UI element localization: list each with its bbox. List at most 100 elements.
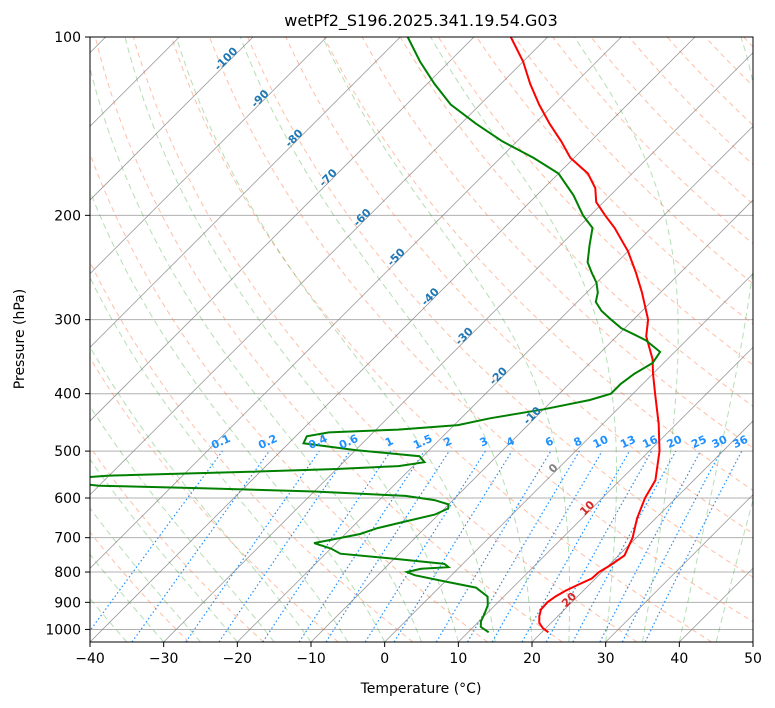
isotherms <box>90 37 753 642</box>
dry-adiabat <box>247 37 753 578</box>
isotherm-label: -50 <box>385 245 408 268</box>
moist-adiabat <box>430 37 617 642</box>
isotherm-line <box>90 37 548 496</box>
isotherm-label: -100 <box>212 44 241 73</box>
mixing-ratio-label: 16 <box>640 433 660 451</box>
axes: −40 −30 −20 −10 0 10 20 30 40 50 100 200 300 400 500 60… <box>45 30 762 667</box>
y-tick-label: 600 <box>54 491 81 507</box>
mixing-ratio-line <box>185 450 320 642</box>
mixing-ratio-line <box>572 450 677 642</box>
y-tick-label: 300 <box>54 313 81 329</box>
moist-adiabat <box>678 37 753 642</box>
dry-adiabat <box>399 37 753 407</box>
mixing-ratio-lines <box>90 450 743 642</box>
plot-frame <box>89 36 754 643</box>
isotherm-label: 30 <box>565 657 585 677</box>
moist-adiabat <box>90 65 422 642</box>
isotherm-label: -20 <box>487 364 510 387</box>
chart-title: wetPf2_S196.2025.341.19.54.G03 <box>284 11 558 31</box>
y-tick-label: 400 <box>54 387 81 403</box>
dry-adiabat <box>90 446 264 642</box>
isotherm-line <box>310 199 753 642</box>
isotherm-line <box>90 37 622 569</box>
mixing-ratio-line <box>644 450 743 642</box>
isotherm-label: -40 <box>419 285 442 308</box>
moist-adiabat <box>90 458 238 642</box>
mixing-ratio-label: 2 <box>442 434 454 449</box>
mixing-ratio-line <box>599 450 702 642</box>
moist-adiabat <box>90 507 201 642</box>
mixing-ratio-label: 36 <box>731 433 751 451</box>
isotherm-label: -30 <box>453 325 476 348</box>
dry-adiabats <box>90 37 753 642</box>
mixing-ratio-line <box>393 450 513 642</box>
mixing-ratio-label: 1.5 <box>411 432 434 452</box>
isotherm-line <box>163 52 753 642</box>
x-tick-label: 10 <box>449 651 467 667</box>
moist-adiabat <box>322 37 571 642</box>
dry-adiabat <box>743 37 753 48</box>
y-tick-label: 900 <box>54 595 81 611</box>
isotherm-line <box>679 567 753 642</box>
mixing-ratio-line <box>325 450 450 642</box>
isotherm-line <box>90 37 475 422</box>
isotherm-line <box>752 641 753 642</box>
mixing-ratio-label: 25 <box>689 433 708 451</box>
mixing-ratio-line <box>298 450 425 642</box>
mixing-ratio-label: 1 <box>383 434 395 449</box>
mixing-ratio-label: 0.1 <box>209 432 232 452</box>
isotherm-label: -90 <box>248 87 271 110</box>
moist-adiabat <box>90 553 165 642</box>
mixing-ratio-label: 13 <box>618 433 637 451</box>
y-tick-label: 100 <box>54 30 81 46</box>
isotherm-label: -80 <box>282 126 305 149</box>
x-tick-label: 50 <box>744 651 762 667</box>
dry-adiabat <box>437 37 753 366</box>
isotherm-label: -70 <box>317 166 340 189</box>
contour-labels: 0.1 0.2 0.4 0.6 1 1.5 2 3 4 6 8 10 13 16 20 25 30 36-100-… <box>209 44 751 677</box>
dewpoint-trace <box>90 37 662 634</box>
dry-adiabat <box>90 152 488 642</box>
moist-adiabat <box>90 189 386 642</box>
moist-adiabat <box>715 498 753 642</box>
mixing-ratio-line <box>90 450 223 632</box>
mixing-ratio-line <box>435 450 552 642</box>
dry-adiabat <box>94 37 563 642</box>
dry-adiabat <box>552 37 753 245</box>
isotherm-label: -60 <box>351 206 374 229</box>
isotherm-line <box>90 37 696 642</box>
mixing-ratio-line <box>364 450 486 642</box>
isotherm-line <box>237 125 753 642</box>
moist-adiabat <box>90 276 349 642</box>
dry-adiabat <box>590 37 753 205</box>
x-tick-label: 30 <box>597 651 615 667</box>
x-tick-label: 20 <box>523 651 541 667</box>
isotherm-line <box>458 346 753 642</box>
x-axis-label: Temperature (°C) <box>360 681 482 697</box>
moist-adiabat <box>90 345 312 642</box>
moist-adiabat <box>574 37 679 642</box>
isotherm-line <box>384 273 753 642</box>
dry-adiabat <box>90 356 339 642</box>
moist-adiabat <box>90 597 128 642</box>
moist-adiabat <box>239 37 533 642</box>
isotherm-line <box>531 420 753 642</box>
dry-adiabat <box>90 531 190 642</box>
dry-adiabat <box>704 37 753 87</box>
sounding-series <box>90 37 662 634</box>
y-tick-label: 500 <box>54 444 81 460</box>
isotherm-line <box>90 37 254 201</box>
x-tick-label: 0 <box>380 651 389 667</box>
mixing-ratio-line <box>521 450 631 642</box>
dry-adiabat <box>90 260 414 642</box>
isotherm-line <box>605 494 753 642</box>
moist-adiabats <box>90 37 753 642</box>
dry-adiabat <box>209 37 753 623</box>
y-tick-label: 800 <box>54 565 81 581</box>
dry-adiabat <box>132 37 638 642</box>
y-tick-label: 200 <box>54 208 81 224</box>
x-tick-label: −40 <box>75 651 105 667</box>
dry-adiabat <box>323 37 753 491</box>
x-tick-label: −10 <box>296 651 326 667</box>
